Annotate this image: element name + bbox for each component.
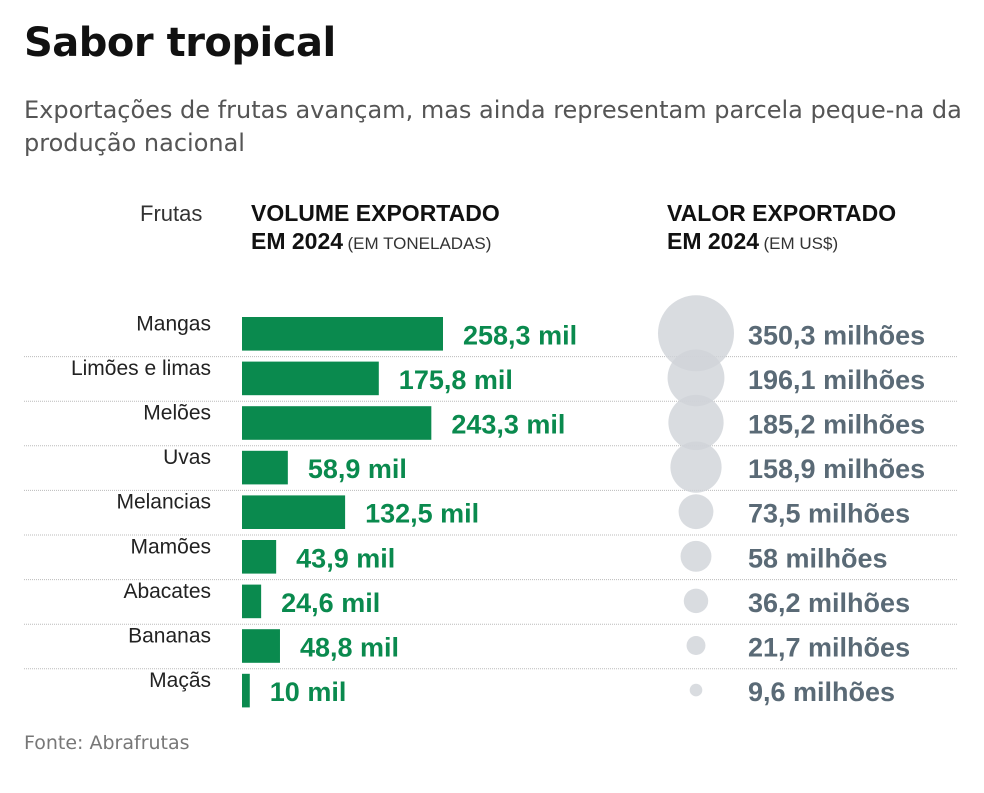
value-bubble xyxy=(678,494,714,530)
category-label: Mamões xyxy=(130,535,211,558)
volume-column-header: VOLUME EXPORTADO EM 2024 (EM TONELADAS) xyxy=(251,199,500,259)
value-label: 9,6 milhões xyxy=(748,677,895,707)
volume-label: 175,8 mil xyxy=(399,365,513,395)
volume-bar xyxy=(242,361,379,396)
value-header-line1: VALOR EXPORTADO xyxy=(667,200,897,226)
volume-header-line2: EM 2024 (EM TONELADAS) xyxy=(251,227,500,259)
volume-bar xyxy=(242,450,288,485)
volume-label: 258,3 mil xyxy=(463,320,577,350)
volume-label: 43,9 mil xyxy=(296,543,395,573)
volume-label: 132,5 mil xyxy=(365,499,479,529)
volume-bar xyxy=(242,406,432,440)
value-label: 58 milhões xyxy=(748,543,888,573)
volume-bar xyxy=(242,673,250,708)
volume-bar xyxy=(242,540,277,574)
value-label: 73,5 milhões xyxy=(748,499,910,529)
value-column-header: VALOR EXPORTADO EM 2024 (EM US$) xyxy=(667,199,896,259)
fruits-column-header: Frutas xyxy=(140,201,203,226)
category-label: Limões e limas xyxy=(71,357,211,380)
volume-bar xyxy=(242,629,280,663)
value-header-line2: EM 2024 (EM US$) xyxy=(667,227,896,259)
value-header-unit: (EM US$) xyxy=(763,234,839,253)
value-label: 36,2 milhões xyxy=(748,588,910,618)
chart-title: Sabor tropical xyxy=(24,20,336,66)
value-header-year: EM 2024 xyxy=(667,228,760,254)
volume-header-year: EM 2024 xyxy=(251,228,344,254)
value-bubble xyxy=(686,636,706,655)
value-bubble xyxy=(670,441,722,493)
value-bubble xyxy=(689,683,703,697)
volume-label: 10 mil xyxy=(270,677,347,707)
category-label: Maçãs xyxy=(149,669,211,692)
volume-bar xyxy=(242,495,346,529)
source-note: Fonte: Abrafrutas xyxy=(24,732,190,754)
value-bubble xyxy=(683,588,709,614)
volume-bar xyxy=(242,584,262,619)
value-label: 158,9 milhões xyxy=(748,454,925,484)
value-label: 21,7 milhões xyxy=(748,633,910,663)
value-bubble xyxy=(668,394,724,451)
value-label: 185,2 milhões xyxy=(748,410,925,440)
category-label: Mangas xyxy=(136,312,211,335)
chart-subtitle: Exportações de frutas avançam, mas ainda… xyxy=(24,96,962,157)
volume-label: 24,6 mil xyxy=(281,588,380,618)
volume-label: 48,8 mil xyxy=(300,633,399,663)
category-label: Melancias xyxy=(116,491,211,514)
volume-label: 58,9 mil xyxy=(308,454,407,484)
category-label: Abacates xyxy=(123,580,211,603)
category-label: Uvas xyxy=(163,446,211,469)
volume-header-line1: VOLUME EXPORTADO xyxy=(251,200,500,226)
category-label: Bananas xyxy=(128,625,211,648)
value-bubble xyxy=(667,349,725,407)
volume-bar xyxy=(242,317,443,351)
volume-label: 243,3 mil xyxy=(451,410,565,440)
value-bubble xyxy=(658,295,734,372)
volume-header-unit: (EM TONELADAS) xyxy=(347,234,492,253)
value-label: 196,1 milhões xyxy=(748,365,925,395)
value-bubble xyxy=(680,540,712,572)
value-label: 350,3 milhões xyxy=(748,320,925,350)
category-label: Melões xyxy=(143,402,211,425)
